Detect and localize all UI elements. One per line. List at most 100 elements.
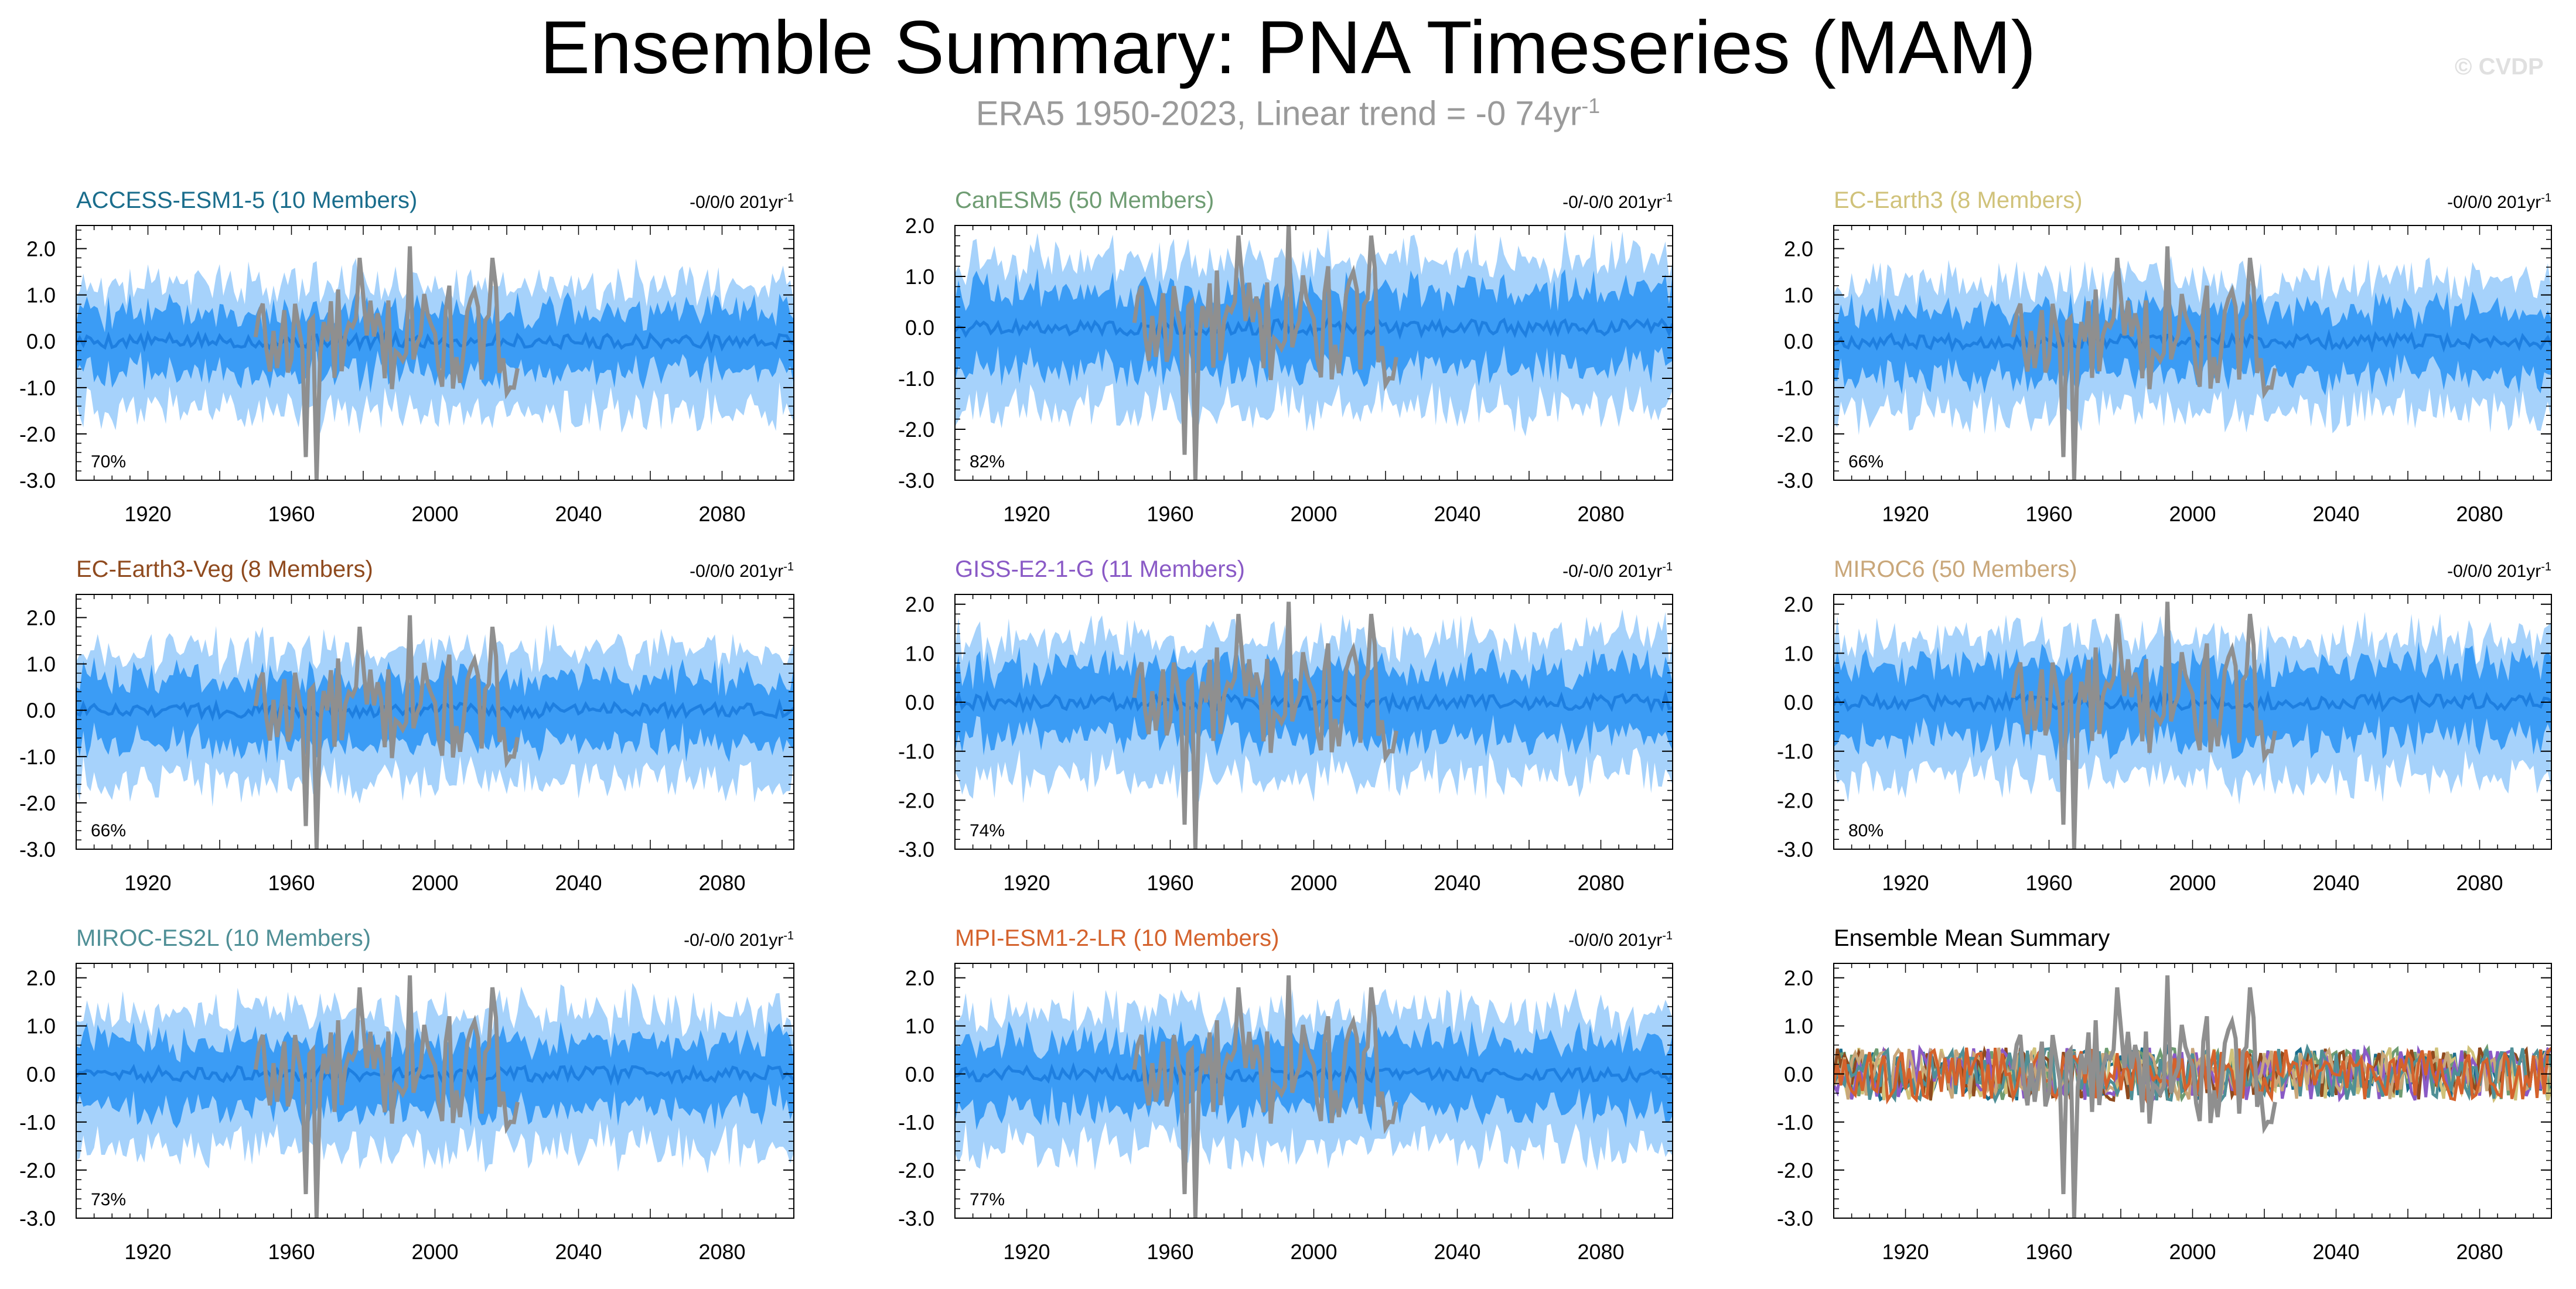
x-tick-label: 1920 — [124, 871, 171, 895]
plot-area — [955, 975, 1673, 1218]
x-tick-label: 2000 — [2169, 871, 2216, 895]
y-tick-label: 0.0 — [905, 316, 934, 340]
panel-title: MPI-ESM1-2-LR (10 Members) — [955, 925, 1279, 951]
panel-title: EC-Earth3-Veg (8 Members) — [76, 556, 373, 582]
panel-ec-earth3-veg: EC-Earth3-Veg (8 Members) -0/0/0 201yr-1 2… — [19, 556, 794, 895]
y-tick-label: 1.0 — [26, 652, 56, 676]
panel-trend: -0/0/0 201yr-1 — [2447, 192, 2551, 212]
y-tick-label: 2.0 — [905, 966, 934, 990]
x-tick-label: 2000 — [2169, 502, 2216, 526]
panel-trend-superscript: -1 — [1662, 192, 1673, 204]
observed-line — [2011, 601, 2277, 849]
subtitle-text: ERA5 1950-2023, Linear trend = -0 74yr — [975, 94, 1582, 133]
x-tick-label: 2000 — [2169, 1240, 2216, 1264]
y-tick-label: -1.0 — [1777, 1110, 1813, 1134]
y-tick-label: -1.0 — [898, 1110, 934, 1134]
percent-label: 66% — [1848, 452, 1884, 471]
y-tick-label: -2.0 — [898, 1158, 934, 1182]
x-tick-label: 2080 — [698, 502, 745, 526]
x-tick-label: 2040 — [1434, 1240, 1480, 1264]
observed-line — [1132, 975, 1398, 1218]
y-tick-label: 0.0 — [905, 690, 934, 714]
y-tick-label: -1.0 — [1777, 740, 1813, 764]
plot-area — [1834, 246, 2551, 480]
y-tick-label: 0.0 — [26, 1062, 56, 1086]
panel-trend-superscript: -1 — [2541, 192, 2551, 204]
x-tick-label: 2000 — [411, 871, 458, 895]
panel-miroc6: MIROC6 (50 Members) -0/0/0 201yr-1 2.0 1.0 0… — [1777, 556, 2552, 895]
observed-line — [253, 975, 520, 1218]
y-tick-label: -1.0 — [1777, 376, 1813, 400]
x-tick-label: 2000 — [1290, 871, 1337, 895]
panel-title: MIROC-ES2L (10 Members) — [76, 925, 371, 951]
x-tick-label: 2040 — [1434, 871, 1480, 895]
panel-title: CanESM5 (50 Members) — [955, 187, 1214, 213]
x-tick-label: 2000 — [1290, 1240, 1337, 1264]
y-tick-label: 2.0 — [905, 214, 934, 238]
x-tick-label: 2040 — [555, 871, 602, 895]
y-tick-label: -2.0 — [898, 788, 934, 812]
y-tick-label: -1.0 — [19, 1110, 56, 1134]
x-tick-label: 1960 — [1147, 871, 1193, 895]
observed-line — [1132, 601, 1398, 849]
y-tick-label: -2.0 — [19, 791, 56, 815]
x-tick-label: 2040 — [555, 502, 602, 526]
panel-trend-superscript: -1 — [1662, 560, 1673, 573]
panel-miroc-es2l: MIROC-ES2L (10 Members) -0/-0/0 201yr-1 2.… — [19, 925, 794, 1264]
cvdp-watermark: © CVDP — [2455, 54, 2544, 80]
x-tick-label: 1960 — [2025, 502, 2072, 526]
plot-area — [76, 246, 794, 480]
y-tick-label: -1.0 — [19, 745, 56, 769]
panel-trend-superscript: -1 — [783, 560, 794, 573]
plot-area — [76, 615, 794, 849]
y-tick-label: 1.0 — [905, 265, 934, 289]
panel-title: Ensemble Mean Summary — [1834, 925, 2110, 951]
percent-label: 70% — [91, 452, 126, 471]
x-tick-label: 1960 — [268, 502, 315, 526]
panel-trend: -0/-0/0 201yr-1 — [1562, 192, 1673, 212]
y-tick-label: 2.0 — [26, 966, 56, 990]
observed-line — [2011, 246, 2277, 480]
panel-title: ACCESS-ESM1-5 (10 Members) — [76, 187, 417, 213]
x-tick-label: 2040 — [2312, 502, 2359, 526]
y-tick-label: 2.0 — [1784, 966, 1813, 990]
y-tick-label: -2.0 — [1777, 422, 1813, 446]
x-tick-label: 2000 — [411, 502, 458, 526]
x-tick-label: 1920 — [124, 502, 171, 526]
y-tick-label: 1.0 — [1784, 283, 1813, 307]
panel-trend: -0/-0/0 201yr-1 — [1562, 560, 1673, 581]
x-tick-label: 1960 — [2025, 871, 2072, 895]
panel-trend-superscript: -1 — [1662, 929, 1673, 942]
y-tick-label: 2.0 — [1784, 237, 1813, 261]
panel-mpi-esm1-2-lr: MPI-ESM1-2-LR (10 Members) -0/0/0 201yr-1… — [898, 925, 1673, 1264]
y-tick-label: -2.0 — [898, 418, 934, 442]
plot-area — [955, 225, 1673, 480]
panel-trend: -0/0/0 201yr-1 — [690, 560, 794, 581]
x-tick-label: 2000 — [411, 1240, 458, 1264]
plot-area — [1834, 975, 2551, 1218]
percent-label: 66% — [91, 821, 126, 840]
y-tick-label: 1.0 — [26, 1014, 56, 1038]
y-tick-label: -1.0 — [898, 367, 934, 391]
x-tick-label: 1960 — [1147, 502, 1193, 526]
y-tick-label: 2.0 — [26, 237, 56, 261]
y-tick-label: 0.0 — [26, 330, 56, 354]
observed-line — [2011, 975, 2277, 1218]
x-tick-label: 2080 — [1577, 502, 1624, 526]
percent-label: 73% — [91, 1190, 126, 1209]
ensemble-mean-series — [1834, 1047, 2551, 1105]
x-tick-label: 1920 — [1882, 502, 1929, 526]
x-tick-label: 2080 — [2456, 502, 2503, 526]
x-tick-label: 1920 — [1003, 871, 1050, 895]
panel-trend-superscript: -1 — [783, 192, 794, 204]
panel-trend: -0/-0/0 201yr-1 — [684, 929, 794, 950]
x-tick-label: 1920 — [124, 1240, 171, 1264]
y-tick-label: -3.0 — [1777, 469, 1813, 493]
x-tick-label: 2080 — [1577, 1240, 1624, 1264]
subtitle-superscript: -1 — [1581, 94, 1601, 118]
x-tick-label: 1920 — [1882, 871, 1929, 895]
panel-giss-e2-1-g: GISS-E2-1-G (11 Members) -0/-0/0 201yr-1 2… — [898, 556, 1673, 895]
y-tick-label: -3.0 — [19, 469, 56, 493]
x-tick-label: 2080 — [2456, 871, 2503, 895]
